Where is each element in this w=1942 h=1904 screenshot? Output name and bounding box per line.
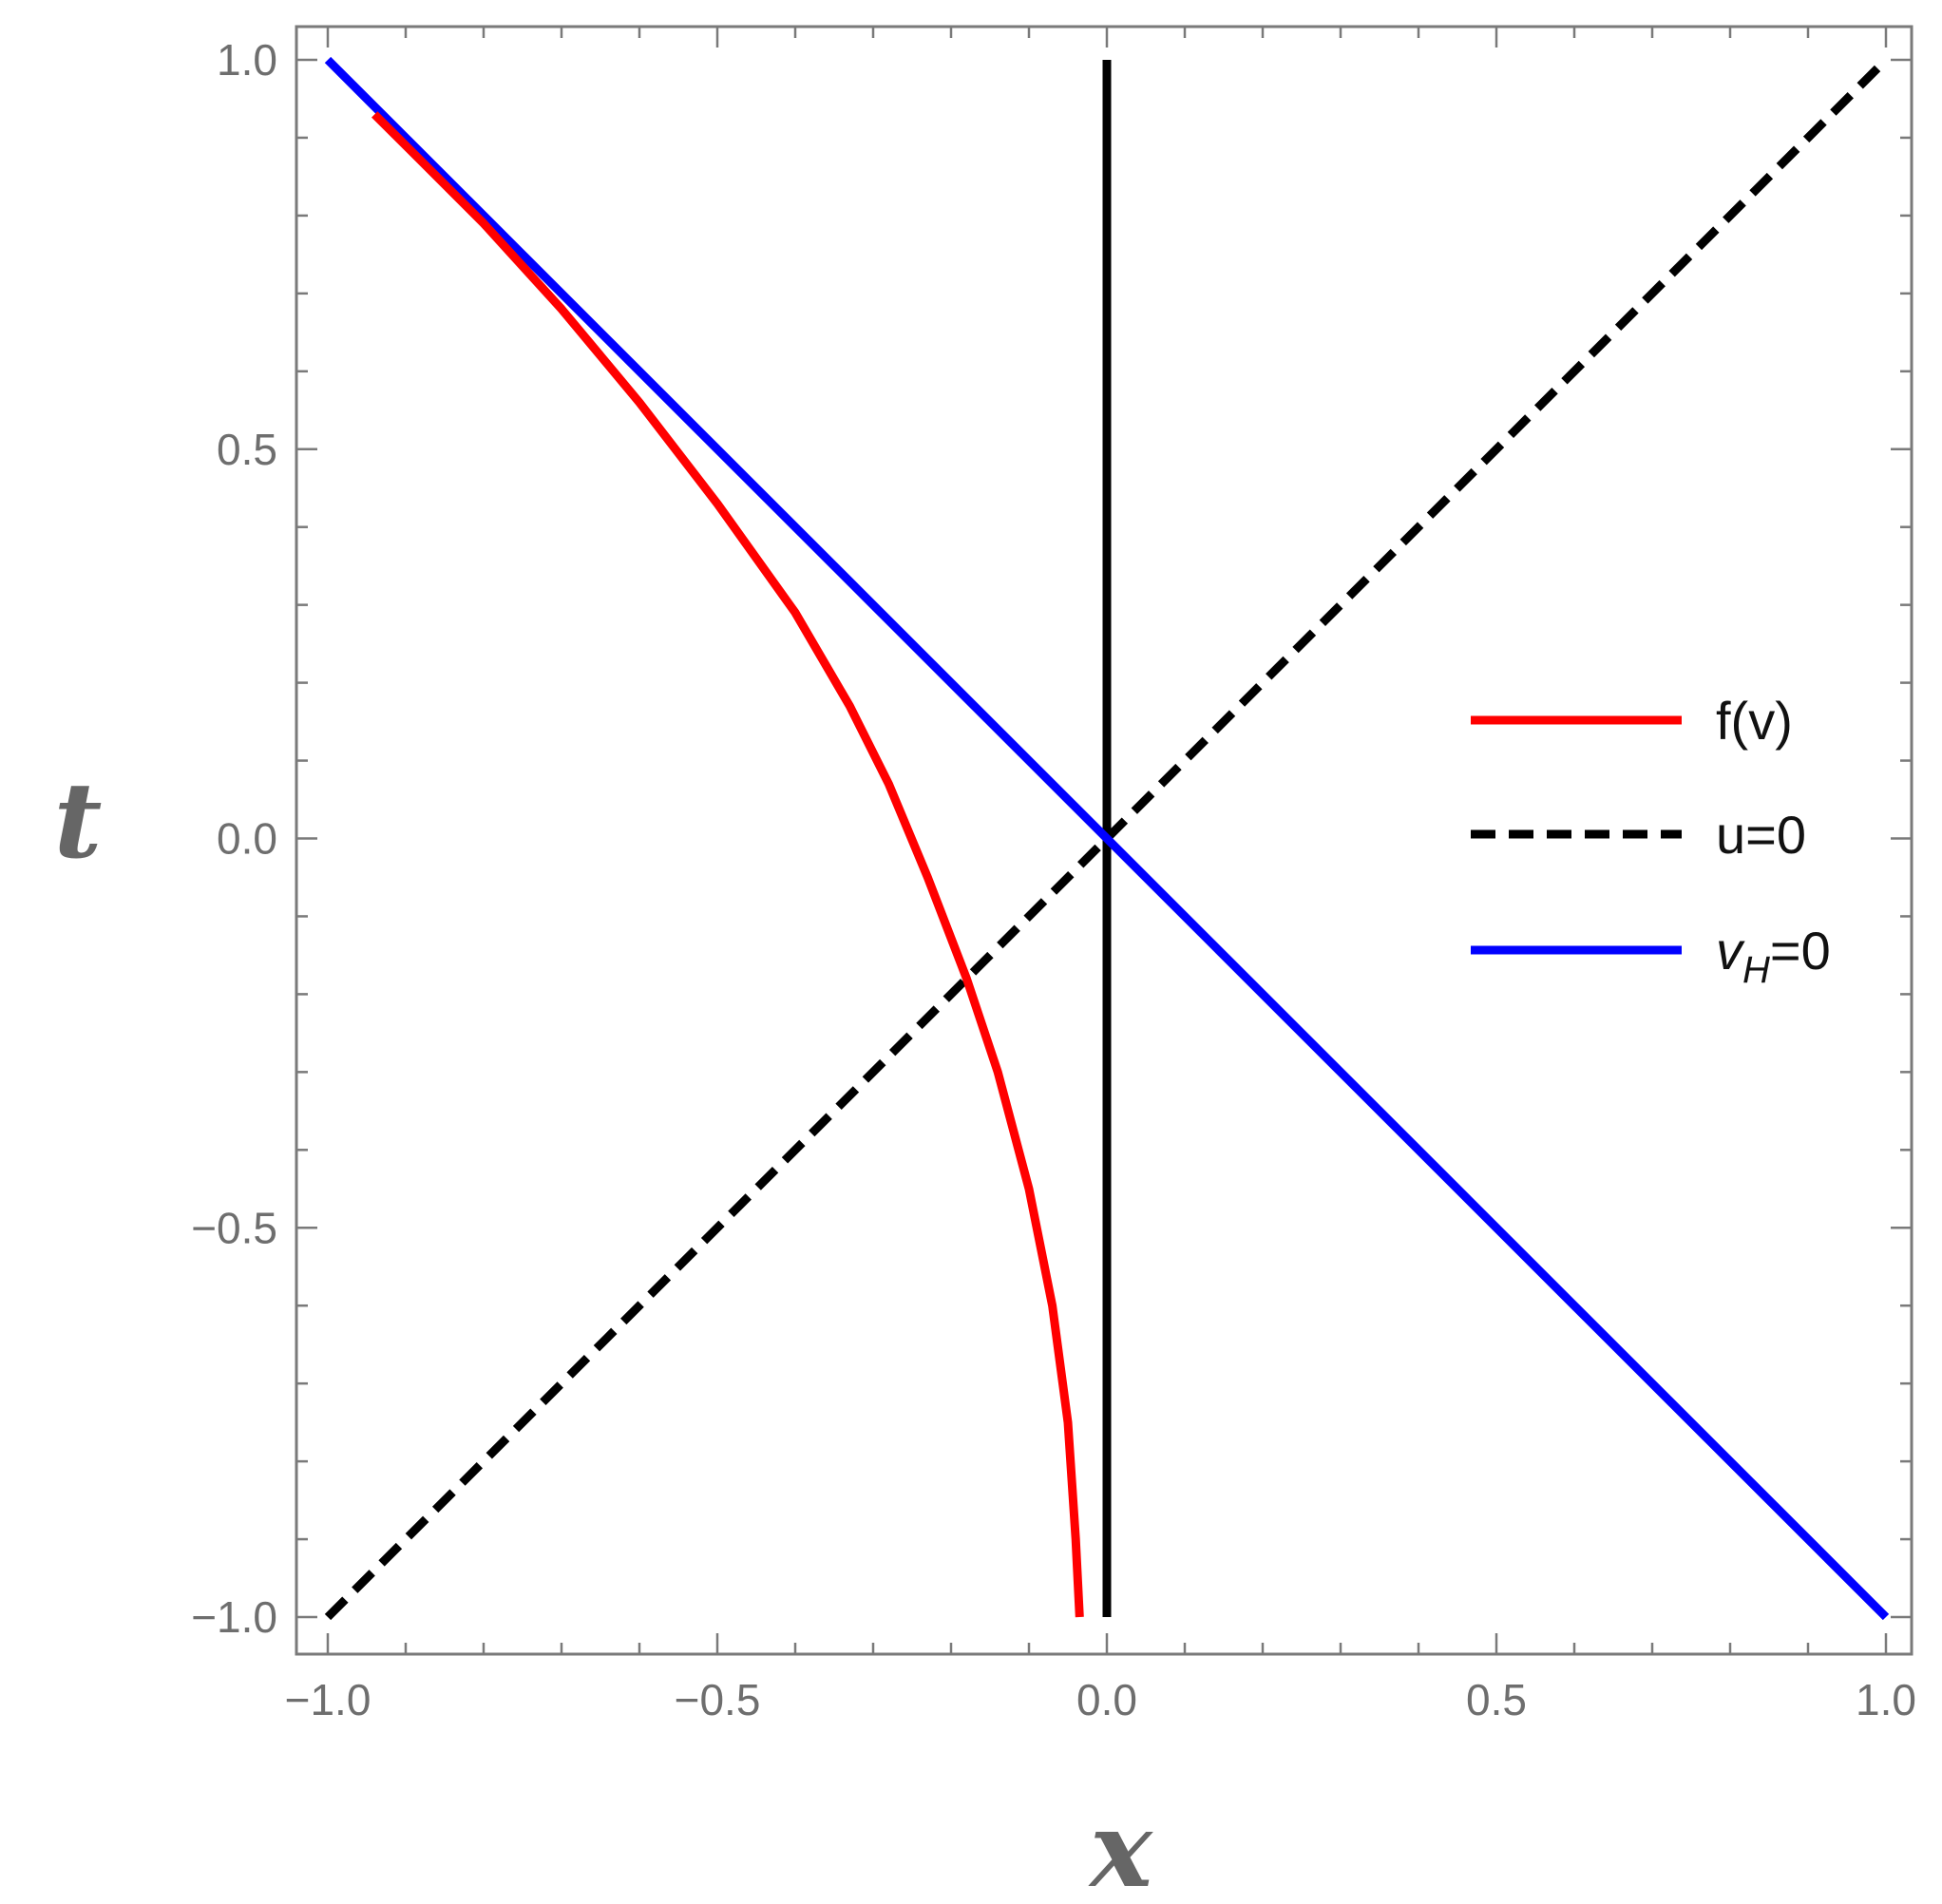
legend-label: u=0 bbox=[1716, 805, 1806, 865]
x-tick-label: −1.0 bbox=[285, 1675, 371, 1724]
plot-frame bbox=[295, 25, 1913, 1656]
x-tick-label: −0.5 bbox=[675, 1675, 761, 1724]
legend: f(v) u=0 vH=0 bbox=[1471, 691, 1831, 991]
y-tick-label: −0.5 bbox=[191, 1203, 277, 1252]
x-tick-label: 1.0 bbox=[1856, 1675, 1916, 1724]
legend-label: vH=0 bbox=[1716, 921, 1831, 991]
y-axis-title: t bbox=[54, 759, 103, 882]
series-layer bbox=[324, 56, 1890, 1621]
tick-labels: −1.0 −0.5 0.0 0.5 1.0 −1.0 −0.5 0.0 0.5 1.0 bbox=[191, 35, 1916, 1724]
series-u-0 bbox=[324, 56, 1890, 1621]
x-tick-label: 0.0 bbox=[1076, 1675, 1137, 1724]
y-tick-label: 1.0 bbox=[217, 35, 277, 85]
y-tick-label: 0.5 bbox=[217, 425, 277, 474]
legend-label: f(v) bbox=[1716, 691, 1793, 751]
series-f-v bbox=[371, 111, 1084, 1618]
axis-ticks bbox=[296, 27, 1912, 1654]
series-vh-0 bbox=[324, 56, 1890, 1621]
x-tick-label: 0.5 bbox=[1466, 1675, 1527, 1724]
y-tick-label: −1.0 bbox=[191, 1592, 277, 1642]
x-axis-title: x bbox=[1088, 1788, 1153, 1904]
y-tick-label: 0.0 bbox=[217, 814, 277, 864]
